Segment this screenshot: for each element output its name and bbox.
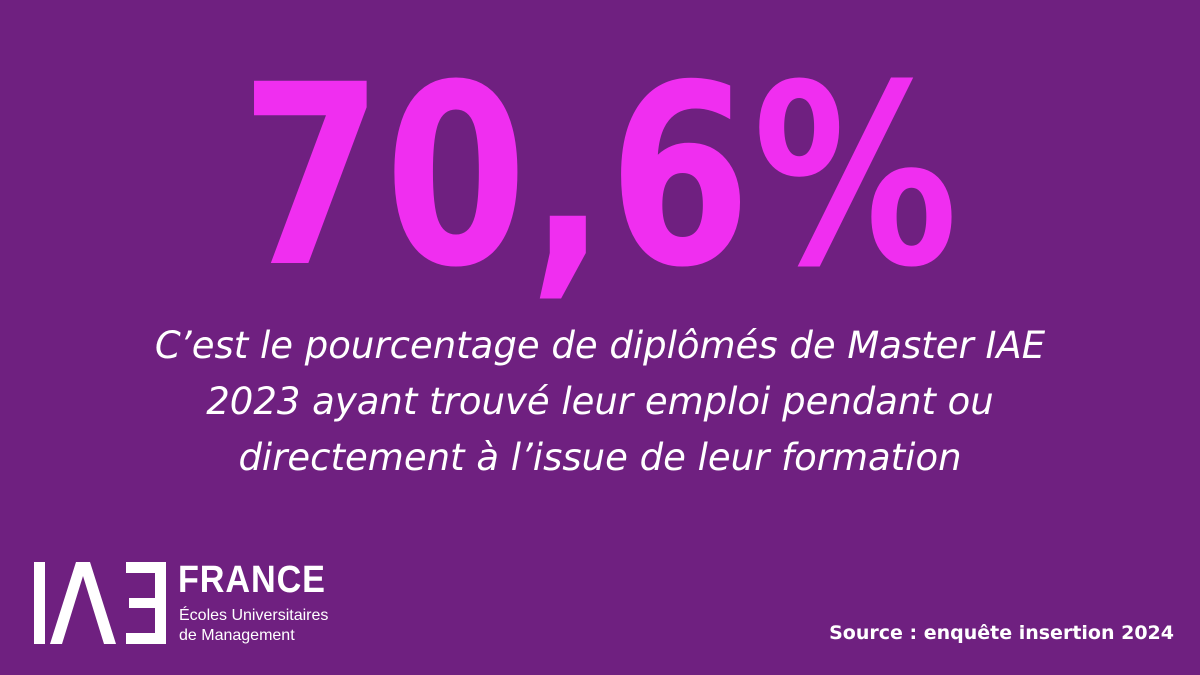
source-note: Source : enquête insertion 2024 [829,622,1174,644]
iae-france-logo: FRANCE Écoles Universitaires de Manageme… [34,559,354,646]
caption-line-3: directement à l’issue de leur formation [238,436,962,479]
logo-tagline: Écoles Universitaires de Management [179,606,328,646]
logo-country: FRANCE [178,559,326,601]
caption-line-2: 2023 ayant trouvé leur emploi pendant ou [206,380,994,423]
logo-tagline-line-2: de Management [179,627,295,644]
caption-line-1: C’est le pourcentage de diplômés de Mast… [154,324,1046,367]
caption-text: C’est le pourcentage de diplômés de Mast… [60,318,1140,486]
iae-logo-mark [34,562,166,644]
headline-percentage: 70,6% [240,31,960,322]
logo-tagline-line-1: Écoles Universitaires [179,607,329,624]
